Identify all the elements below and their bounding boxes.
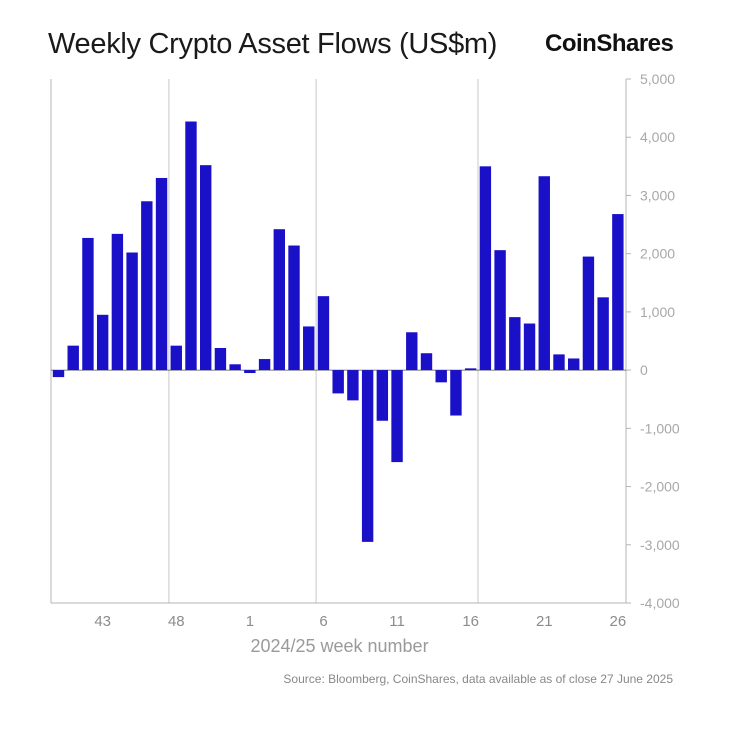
bar bbox=[273, 229, 285, 371]
bar bbox=[258, 359, 271, 371]
bar bbox=[612, 214, 624, 371]
bar bbox=[332, 370, 344, 394]
bar bbox=[479, 166, 492, 371]
bar bbox=[464, 368, 477, 371]
x-tick-label: 43 bbox=[94, 613, 111, 630]
bar bbox=[523, 323, 536, 371]
bar bbox=[317, 296, 330, 371]
x-tick-label: 48 bbox=[168, 613, 185, 630]
bar bbox=[303, 326, 315, 371]
x-tick-label: 16 bbox=[462, 613, 479, 630]
bar bbox=[200, 165, 212, 371]
bar bbox=[553, 354, 565, 371]
bar bbox=[494, 250, 506, 371]
bar bbox=[347, 370, 359, 401]
x-tick-label: 21 bbox=[536, 613, 553, 630]
bar bbox=[597, 297, 609, 371]
bar bbox=[229, 364, 241, 371]
x-axis-label: 2024/25 week number bbox=[250, 636, 429, 656]
bar bbox=[170, 345, 182, 371]
y-tick-label: 1,000 bbox=[640, 304, 675, 320]
bar bbox=[538, 176, 550, 371]
bar bbox=[406, 332, 418, 371]
bar bbox=[420, 353, 433, 371]
bar bbox=[96, 314, 109, 371]
bar bbox=[582, 256, 595, 371]
bar bbox=[435, 370, 447, 383]
y-tick-label: -4,000 bbox=[640, 595, 680, 611]
bar bbox=[288, 245, 300, 371]
bar bbox=[126, 252, 138, 371]
y-tick-label: -3,000 bbox=[640, 537, 680, 553]
bar bbox=[82, 237, 94, 371]
bar bbox=[67, 345, 79, 371]
bar bbox=[391, 370, 403, 463]
y-tick-label: 4,000 bbox=[640, 129, 675, 145]
bar bbox=[244, 370, 256, 374]
bar bbox=[141, 201, 153, 371]
y-tick-label: 3,000 bbox=[640, 187, 675, 203]
bar bbox=[450, 370, 462, 416]
coinshares-logo: CoinShares bbox=[545, 30, 674, 57]
source-note: Source: Bloomberg, CoinShares, data avai… bbox=[283, 672, 673, 686]
y-tick-label: 5,000 bbox=[640, 71, 675, 87]
bar bbox=[509, 317, 521, 371]
x-tick-label: 11 bbox=[389, 613, 405, 630]
bar bbox=[568, 358, 580, 371]
x-tick-label: 6 bbox=[319, 613, 327, 630]
bar bbox=[361, 370, 374, 542]
y-tick-label: -1,000 bbox=[640, 420, 680, 436]
bar bbox=[376, 370, 389, 421]
y-tick-label: 0 bbox=[640, 362, 648, 378]
x-tick-label: 1 bbox=[246, 613, 254, 630]
y-tick-label: -2,000 bbox=[640, 479, 680, 495]
bar bbox=[52, 370, 65, 378]
y-tick-label: 2,000 bbox=[640, 246, 675, 262]
bar bbox=[155, 177, 168, 371]
chart-title: Weekly Crypto Asset Flows (US$m) bbox=[48, 28, 498, 60]
x-tick-label: 26 bbox=[610, 613, 627, 630]
bar bbox=[214, 347, 227, 371]
bar bbox=[111, 233, 124, 371]
bar bbox=[185, 121, 197, 371]
